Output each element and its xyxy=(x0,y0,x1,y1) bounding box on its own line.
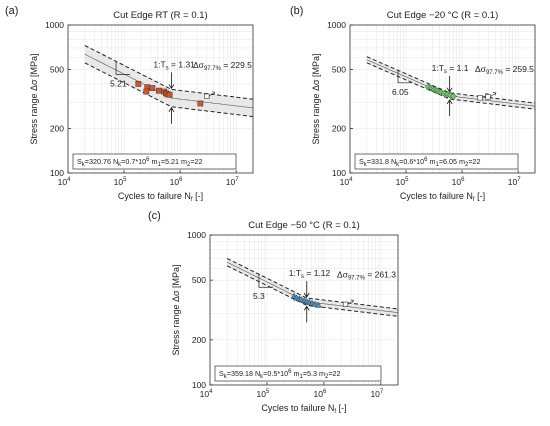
delta-sigma-label: Δσ97.7% = 259.5 xyxy=(475,64,534,76)
y-axis-title: Stress range Δσ [MPa] xyxy=(29,53,39,144)
stats-text: Sk=320.76 Nk=0.7*106 m1=5.21 m2=22 xyxy=(77,157,203,168)
y-tick-label: 100 xyxy=(332,168,346,178)
runout-point xyxy=(485,94,491,100)
ts-arrow-up xyxy=(303,305,310,323)
runout-arrow xyxy=(208,91,216,97)
slope-label: 5.3 xyxy=(253,291,265,301)
y-axis-title: Stress range Δσ [MPa] xyxy=(311,53,321,144)
y-axis-title: Stress range Δσ [MPa] xyxy=(171,264,181,355)
upper-bound-line xyxy=(226,257,399,310)
stats-box xyxy=(354,153,519,170)
chart-panel-1: (a) Cut Edge RT (R = 0.1) 104 105 106 107 100 2… xyxy=(5,5,254,203)
lower-bound-line xyxy=(366,62,536,110)
chart-panel-2: (b) Cut Edge −20 °C (R = 0.1) 104 105 106 107… xyxy=(290,5,536,203)
delta-sigma-label: Δσ97.7% = 261.3 xyxy=(337,270,396,282)
y-tick-label: 1000 xyxy=(187,230,206,240)
stats-text: Sk=331.8 Nk=0.6*106 m1=6.05 m2=22 xyxy=(359,157,481,168)
runout-point xyxy=(204,93,210,99)
x-tick-label: 104 xyxy=(200,389,213,399)
data-point xyxy=(135,81,142,87)
ts-arrow-down xyxy=(446,75,453,93)
plot-frame xyxy=(209,234,399,386)
y-tick-label: 500 xyxy=(50,65,64,75)
y-tick-label: 500 xyxy=(192,275,206,285)
data-point xyxy=(143,88,150,95)
y-tick-label: 100 xyxy=(192,380,206,390)
runout-arrow xyxy=(489,92,497,98)
data-point xyxy=(156,87,162,94)
data-point xyxy=(197,100,204,107)
x-tick-label: 104 xyxy=(340,177,353,187)
slope-triangle xyxy=(397,69,413,84)
grid xyxy=(349,24,536,174)
data-point xyxy=(149,85,156,91)
panel-label: (c) xyxy=(148,210,161,222)
chart-title: Cut Edge −50 °C (R = 0.1) xyxy=(248,220,360,231)
x-tick-label: 105 xyxy=(257,389,270,399)
x-tick-label: 105 xyxy=(114,177,127,187)
data-point xyxy=(314,301,322,308)
ts-arrow-up xyxy=(446,99,453,116)
runout-point xyxy=(477,95,483,101)
plot-frame xyxy=(349,24,536,174)
y-tick-label: 200 xyxy=(332,123,346,133)
x-tick-label: 106 xyxy=(170,177,183,187)
x-tick-label: 106 xyxy=(313,389,326,399)
chart-title: Cut Edge RT (R = 0.1) xyxy=(113,10,207,21)
stats-box xyxy=(214,365,382,382)
x-axis-title: Cycles to failure Nf [-] xyxy=(261,403,346,415)
slope-label: 5.21 xyxy=(110,78,127,88)
x-axis-title: Cycles to failure Nf [-] xyxy=(400,191,485,203)
ts-arrow-down xyxy=(168,72,175,90)
ts-label: 1:Ts = 1.12 xyxy=(289,268,331,280)
lower-bound-line xyxy=(84,62,254,118)
y-tick-label: 200 xyxy=(192,335,206,345)
chart-title: Cut Edge −20 °C (R = 0.1) xyxy=(387,10,499,21)
y-tick-label: 200 xyxy=(50,123,64,133)
ts-label: 1:Ts = 1.1 xyxy=(432,63,469,75)
runout-arrow xyxy=(347,299,354,305)
x-axis-title: Cycles to failure Nf [-] xyxy=(118,191,203,203)
ts-arrow-down xyxy=(303,281,310,298)
x-tick-label: 104 xyxy=(58,177,71,187)
scatter-band xyxy=(84,45,253,117)
slope-label: 6.05 xyxy=(392,87,409,97)
slope-triangle xyxy=(115,61,131,75)
data-point xyxy=(166,91,173,98)
panel-label: (a) xyxy=(5,5,18,17)
y-tick-label: 1000 xyxy=(45,20,64,30)
x-tick-label: 106 xyxy=(452,177,465,187)
ts-arrow-up xyxy=(168,107,175,124)
x-tick-label: 107 xyxy=(508,177,521,187)
y-tick-label: 500 xyxy=(332,65,346,75)
runout-point xyxy=(342,301,349,307)
panel-label: (b) xyxy=(290,5,303,17)
x-tick-label: 107 xyxy=(370,389,383,399)
data-point xyxy=(449,92,457,100)
plot-frame xyxy=(67,24,254,174)
x-tick-label: 105 xyxy=(396,177,409,187)
ts-label: 1:Ts = 1.31 xyxy=(153,59,195,71)
upper-bound-line xyxy=(84,45,254,100)
delta-sigma-label: Δσ97.7% = 229.5 xyxy=(193,60,252,72)
stats-text: Sk=359.18 Nk=0.5*106 m1=5.3 m2=22 xyxy=(219,369,341,380)
y-tick-label: 100 xyxy=(50,168,64,178)
x-tick-label: 107 xyxy=(226,177,239,187)
chart-panel-3: (c) Cut Edge −50 °C (R = 0.1) 104 105 106 107… xyxy=(148,210,399,415)
slope-triangle xyxy=(258,274,273,288)
y-tick-label: 1000 xyxy=(327,20,346,30)
stats-box xyxy=(72,153,237,170)
